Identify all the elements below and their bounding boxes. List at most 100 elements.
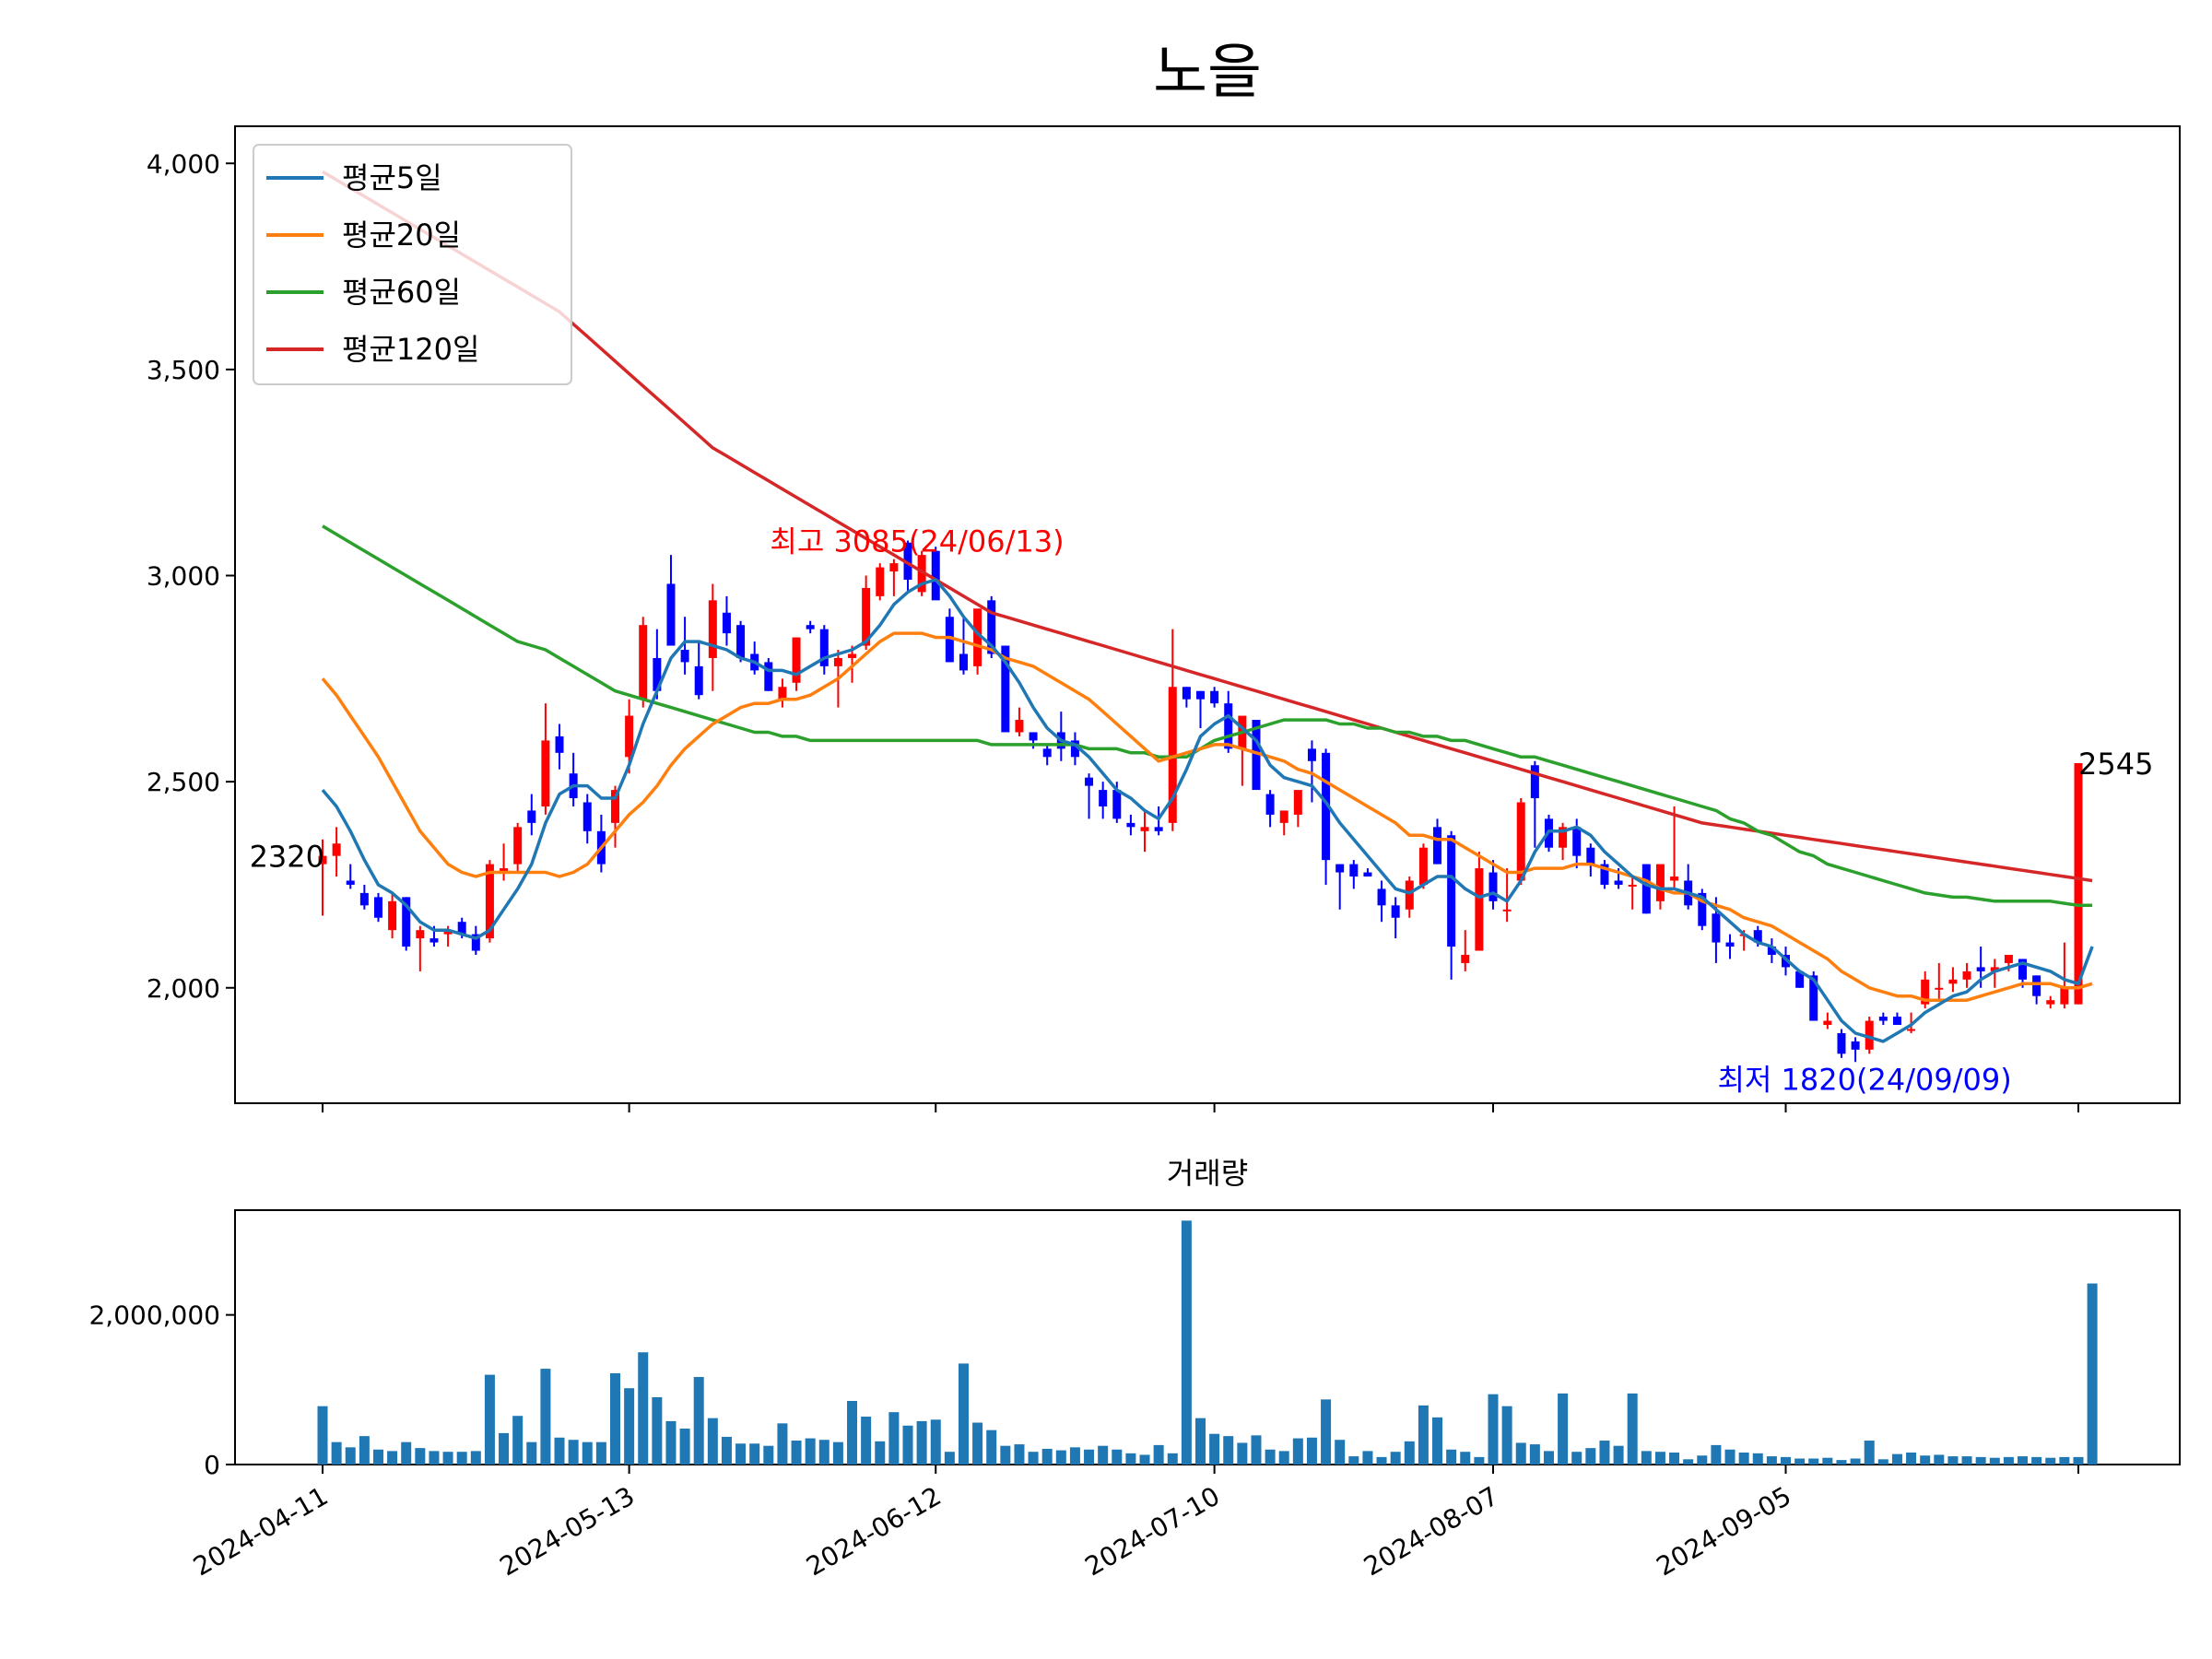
volume-bar (624, 1388, 635, 1465)
volume-bar (1864, 1441, 1875, 1465)
candle-body (1252, 720, 1261, 791)
candle-body (862, 587, 871, 646)
candle-body (359, 892, 369, 906)
candle-body (555, 735, 564, 753)
volume-bar (1488, 1394, 1499, 1465)
candle-body (373, 897, 382, 918)
candle-body (1224, 703, 1233, 749)
legend-label: 평균60일 (342, 275, 461, 310)
candle-body (1502, 909, 1512, 912)
candle-body (611, 790, 619, 823)
volume-bar (847, 1401, 858, 1465)
volume-xtick-label: 2024-07-10 (1080, 1480, 1225, 1582)
volume-bar (1112, 1449, 1123, 1465)
volume-bar (1850, 1458, 1861, 1465)
volume-bar (1223, 1436, 1234, 1465)
candle-body (1461, 954, 1470, 963)
volume-bar (888, 1412, 900, 1465)
candle-body (2060, 987, 2069, 1005)
candle-body (1767, 947, 1776, 955)
volume-bar (610, 1372, 620, 1465)
volume-bar (1348, 1456, 1359, 1465)
candle-body (1641, 864, 1651, 914)
volume-bar (2087, 1283, 2098, 1465)
candle-body (429, 938, 439, 943)
volume-bar (429, 1451, 440, 1465)
candle-body (1698, 892, 1707, 926)
volume-bar (470, 1451, 481, 1465)
volume-title: 거래량 (1167, 1156, 1248, 1191)
candle-body (722, 612, 731, 634)
candle-body (1725, 942, 1735, 947)
volume-bar (1920, 1455, 1931, 1465)
volume-bar (1390, 1452, 1401, 1465)
volume-bar (749, 1443, 760, 1465)
candle-body (764, 662, 773, 691)
candle-body (1405, 880, 1414, 910)
volume-bar (1084, 1449, 1095, 1465)
volume-bar (1891, 1453, 1902, 1465)
volume-bar (875, 1441, 886, 1465)
volume-xtick-label: 2024-05-13 (495, 1480, 640, 1582)
volume-bar (2059, 1456, 2070, 1465)
volume-bar (1139, 1454, 1150, 1465)
candle-body (2004, 954, 2013, 963)
candle-body (402, 897, 411, 947)
min-price-label: 최저 1820(24/09/09) (1718, 1062, 2012, 1097)
volume-bar (1265, 1449, 1276, 1465)
candle-body (639, 625, 648, 700)
candle-body (318, 855, 327, 865)
last-close-label: 2545 (2078, 747, 2153, 782)
candle-body (1865, 1020, 1874, 1050)
volume-bar (679, 1429, 690, 1465)
candle-body (987, 600, 996, 654)
volume-bar (1446, 1449, 1457, 1465)
volume-bar (1069, 1447, 1080, 1465)
candle-body (416, 930, 425, 939)
candle-body (1112, 790, 1122, 819)
candle-body (471, 934, 480, 951)
volume-bar (540, 1369, 551, 1465)
volume-bar (1975, 1456, 1986, 1465)
candle-body (945, 617, 954, 663)
volume-bar (1474, 1456, 1485, 1465)
candle-body (1655, 864, 1665, 901)
candle-body (500, 868, 509, 873)
volume-bar (1794, 1458, 1806, 1465)
ma5-line (321, 578, 2094, 1043)
volume-bar (707, 1418, 718, 1465)
candle-body (1976, 967, 1985, 971)
legend-label: 평균5일 (342, 160, 442, 195)
candle-body (1600, 864, 1609, 885)
volume-bar (638, 1352, 649, 1465)
volume-bar (1654, 1452, 1665, 1465)
candle-body (582, 802, 592, 831)
candle-body (653, 657, 662, 691)
candle-body (1530, 765, 1539, 799)
candle-body (1391, 905, 1400, 918)
volume-bar (958, 1363, 969, 1465)
volume-bar (595, 1441, 606, 1465)
volume-xtick-label: 2024-06-12 (801, 1480, 946, 1582)
volume-xtick-label: 2024-04-11 (188, 1480, 333, 1582)
volume-bar (1376, 1456, 1387, 1465)
candle-body (1126, 822, 1135, 828)
candle-body (2032, 975, 2041, 996)
candle-body (1559, 827, 1568, 848)
volume-bar (1278, 1451, 1289, 1465)
volume-bar (1460, 1452, 1471, 1465)
candle-body (1670, 877, 1679, 881)
volume-bar (1585, 1448, 1596, 1465)
volume-bar (1822, 1457, 1833, 1465)
candle-body (694, 665, 703, 696)
volume-bar (2003, 1456, 2014, 1465)
candle-body (2018, 959, 2028, 980)
volume-bar (1808, 1458, 1819, 1465)
volume-bar (1947, 1456, 1959, 1465)
volume-bar (499, 1432, 510, 1465)
volume-bar (1989, 1457, 2000, 1465)
max-price-label: 최고 3085(24/06/13) (770, 524, 1064, 559)
volume-bar (401, 1441, 412, 1465)
candle-body (1293, 790, 1302, 815)
